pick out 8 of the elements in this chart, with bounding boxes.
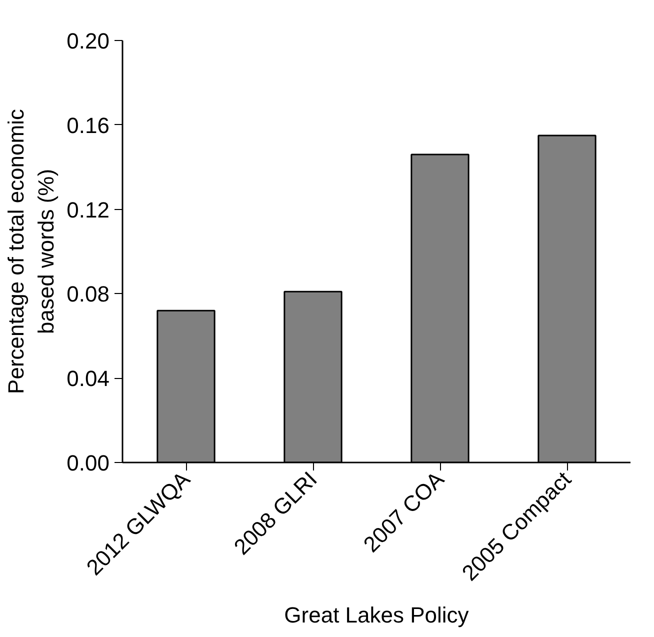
y-axis-title: Percentage of total economic based words (%) bbox=[4, 109, 59, 394]
y-tick-label: 0.00 bbox=[66, 450, 110, 476]
y-tick-label: 0.16 bbox=[66, 112, 110, 138]
y-tick-label: 0.08 bbox=[66, 282, 110, 307]
y-tick-label: 0.12 bbox=[66, 197, 110, 222]
y-tick-label: 0.20 bbox=[66, 28, 110, 54]
x-axis-title: Great Lakes Policy bbox=[284, 602, 469, 628]
y-tick-label: 0.04 bbox=[66, 366, 110, 392]
